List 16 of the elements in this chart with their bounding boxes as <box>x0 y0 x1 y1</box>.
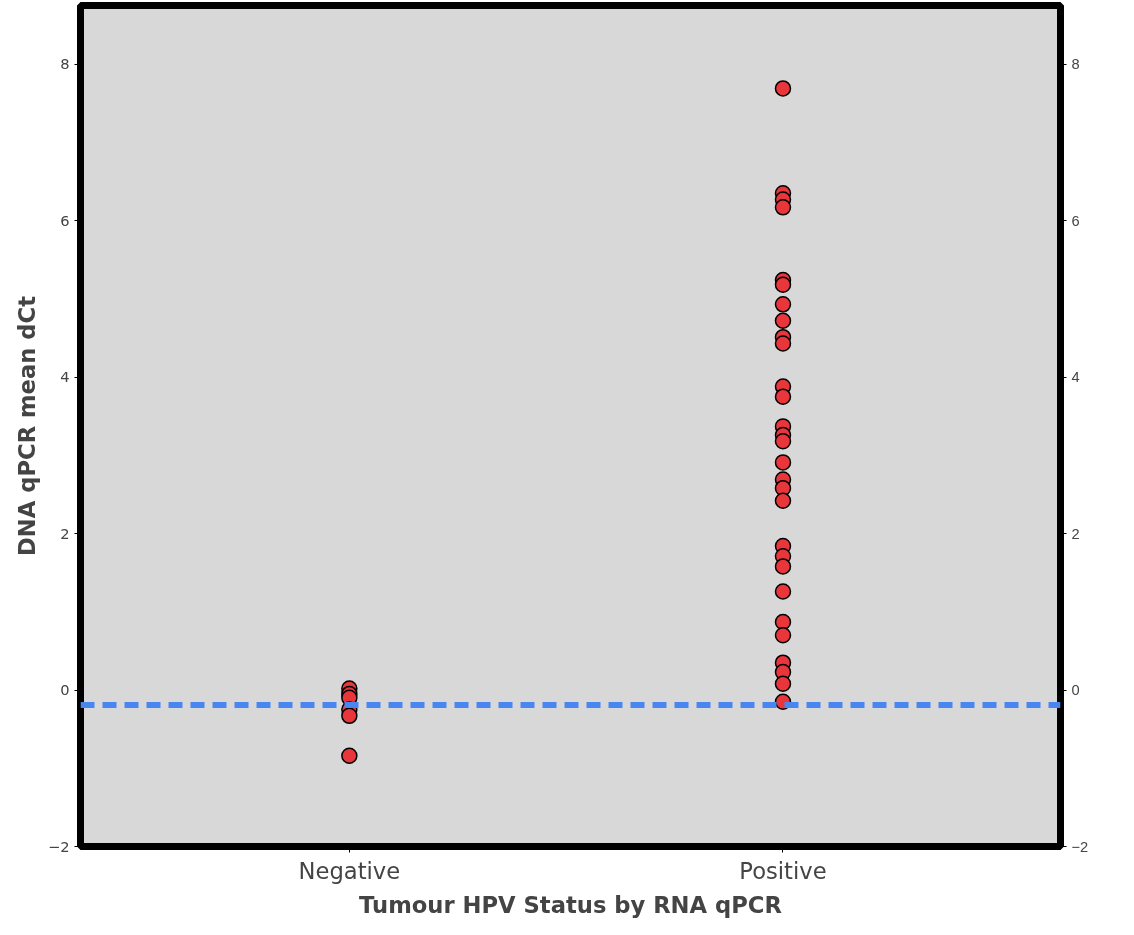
y-tick-label: 2 <box>60 524 70 542</box>
y-tick-label: −2 <box>47 837 70 855</box>
y-tick-label: 4 <box>60 368 70 386</box>
y2-tick-label: 8 <box>1071 56 1080 73</box>
x-tick-label: Positive <box>739 857 827 884</box>
y2-tick-label: −2 <box>1071 838 1089 855</box>
y-tick-label: 6 <box>60 211 70 229</box>
y-tick-label: 8 <box>60 55 70 73</box>
x-axis-title: Tumour HPV Status by RNA qPCR <box>359 891 782 918</box>
y-tick-label: 0 <box>60 681 70 699</box>
x-tick-label: Negative <box>298 857 401 884</box>
y2-tick-label: 2 <box>1071 525 1080 542</box>
y2-tick-label: 6 <box>1071 212 1080 229</box>
y2-tick-label: 4 <box>1071 369 1080 386</box>
y2-tick-label: 0 <box>1071 682 1080 699</box>
y-axis-title: DNA qPCR mean dCt <box>13 295 40 556</box>
